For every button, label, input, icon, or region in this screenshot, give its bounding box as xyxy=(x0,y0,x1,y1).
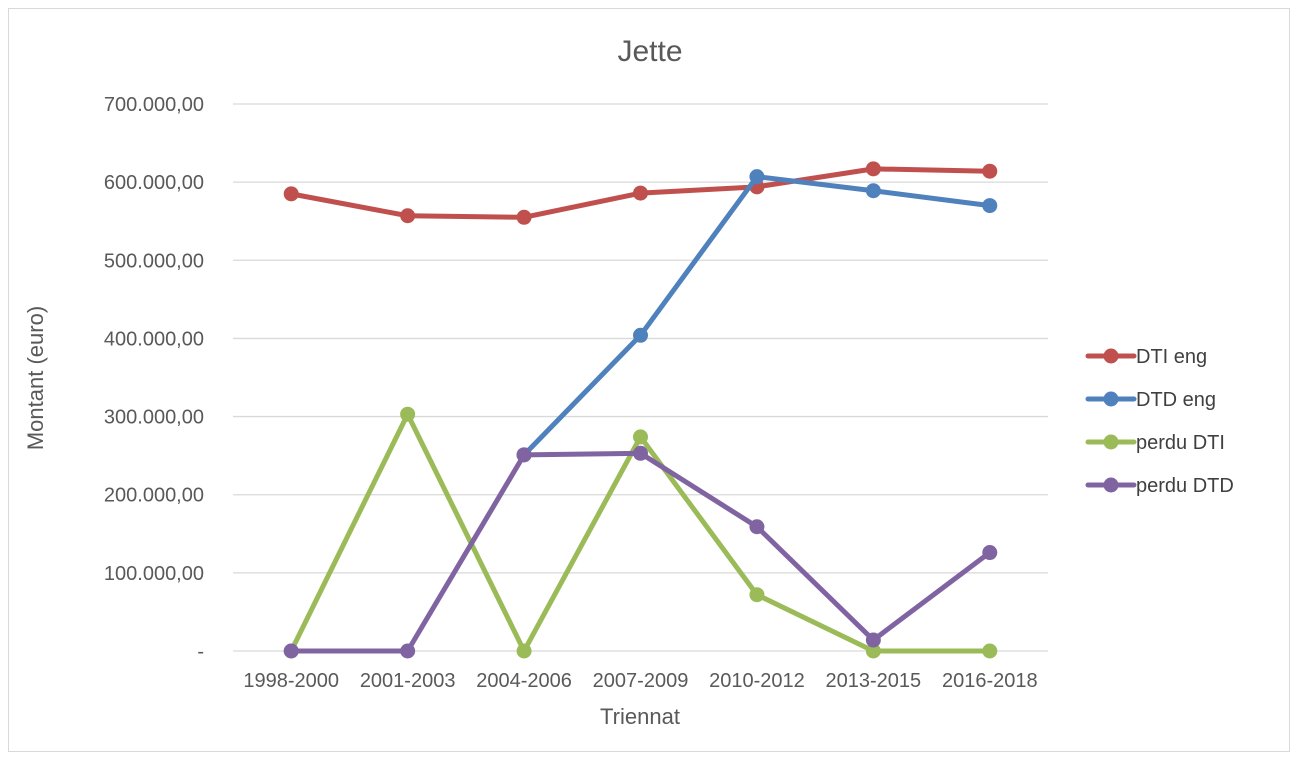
legend-swatch-marker xyxy=(1103,391,1119,407)
legend-item: perdu DTI xyxy=(1085,432,1225,454)
y-tick-label: - xyxy=(197,641,204,663)
x-axis-label: Triennat xyxy=(600,704,680,729)
x-tick-label: 1998-2000 xyxy=(243,670,339,692)
y-tick-label: 400.000,00 xyxy=(104,328,204,350)
data-point xyxy=(516,447,532,463)
series-perdu-dtd xyxy=(283,445,998,659)
series-line xyxy=(521,174,993,458)
legend-label: DTD eng xyxy=(1136,389,1216,411)
legend-label: DTI eng xyxy=(1136,346,1207,368)
x-tick-labels: 1998-2000 2001-2003 2004-2006 2007-2009 2010… xyxy=(243,670,1037,692)
y-axis-label: Montant (euro) xyxy=(23,306,48,450)
y-tick-label: 100.000,00 xyxy=(104,563,204,585)
series-line xyxy=(288,450,993,654)
x-tick-label: 2013-2015 xyxy=(826,670,922,692)
y-tick-label: 300.000,00 xyxy=(104,407,204,429)
chart-title: Jette xyxy=(617,35,682,68)
legend-item: DTI eng xyxy=(1085,346,1207,368)
data-point xyxy=(283,186,299,202)
y-tick-label: 500.000,00 xyxy=(104,250,204,272)
data-point xyxy=(633,327,648,343)
data-point xyxy=(982,198,998,214)
data-point xyxy=(982,643,998,659)
data-point xyxy=(633,445,648,461)
x-tick-label: 2001-2003 xyxy=(360,670,456,692)
chart-frame xyxy=(8,8,1290,752)
y-tick-label: 200.000,00 xyxy=(104,485,204,507)
data-point xyxy=(400,643,416,659)
legend-item: perdu DTD xyxy=(1085,475,1234,497)
series-group xyxy=(283,161,998,659)
data-point xyxy=(400,406,416,422)
data-point xyxy=(633,185,648,201)
data-point xyxy=(982,163,998,179)
x-tick-label: 2016-2018 xyxy=(942,670,1038,692)
legend-swatch-marker xyxy=(1103,348,1119,364)
legend-item: DTD eng xyxy=(1085,389,1216,411)
legend-label: perdu DTD xyxy=(1136,475,1234,497)
series-perdu-dti xyxy=(283,406,998,659)
y-tick-label: 700.000,00 xyxy=(104,94,204,116)
data-point xyxy=(749,519,765,535)
data-point xyxy=(516,209,532,225)
x-tick-label: 2007-2009 xyxy=(593,670,689,692)
data-point xyxy=(749,169,765,185)
y-tick-label: 600.000,00 xyxy=(104,172,204,194)
data-point xyxy=(982,545,998,561)
legend-swatch-marker xyxy=(1103,434,1119,450)
y-tick-labels: - 100.000,00 200.000,00 300.000,00 400.000,0… xyxy=(104,94,204,663)
series-dti-eng xyxy=(283,161,998,225)
data-point xyxy=(865,632,881,648)
data-point xyxy=(749,587,765,603)
data-point xyxy=(400,208,416,224)
x-tick-label: 2010-2012 xyxy=(709,670,805,692)
legend-swatch-marker xyxy=(1103,477,1119,493)
data-point xyxy=(865,643,881,659)
data-point xyxy=(633,429,648,445)
data-point xyxy=(865,183,881,199)
series-dtd-eng xyxy=(516,169,998,463)
data-point xyxy=(865,161,881,177)
legend: DTI eng DTD eng perdu DTI perdu DTD xyxy=(1085,346,1234,497)
legend-label: perdu DTI xyxy=(1136,432,1225,454)
data-point xyxy=(283,643,299,659)
data-point xyxy=(516,643,532,659)
x-tick-label: 2004-2006 xyxy=(476,670,572,692)
